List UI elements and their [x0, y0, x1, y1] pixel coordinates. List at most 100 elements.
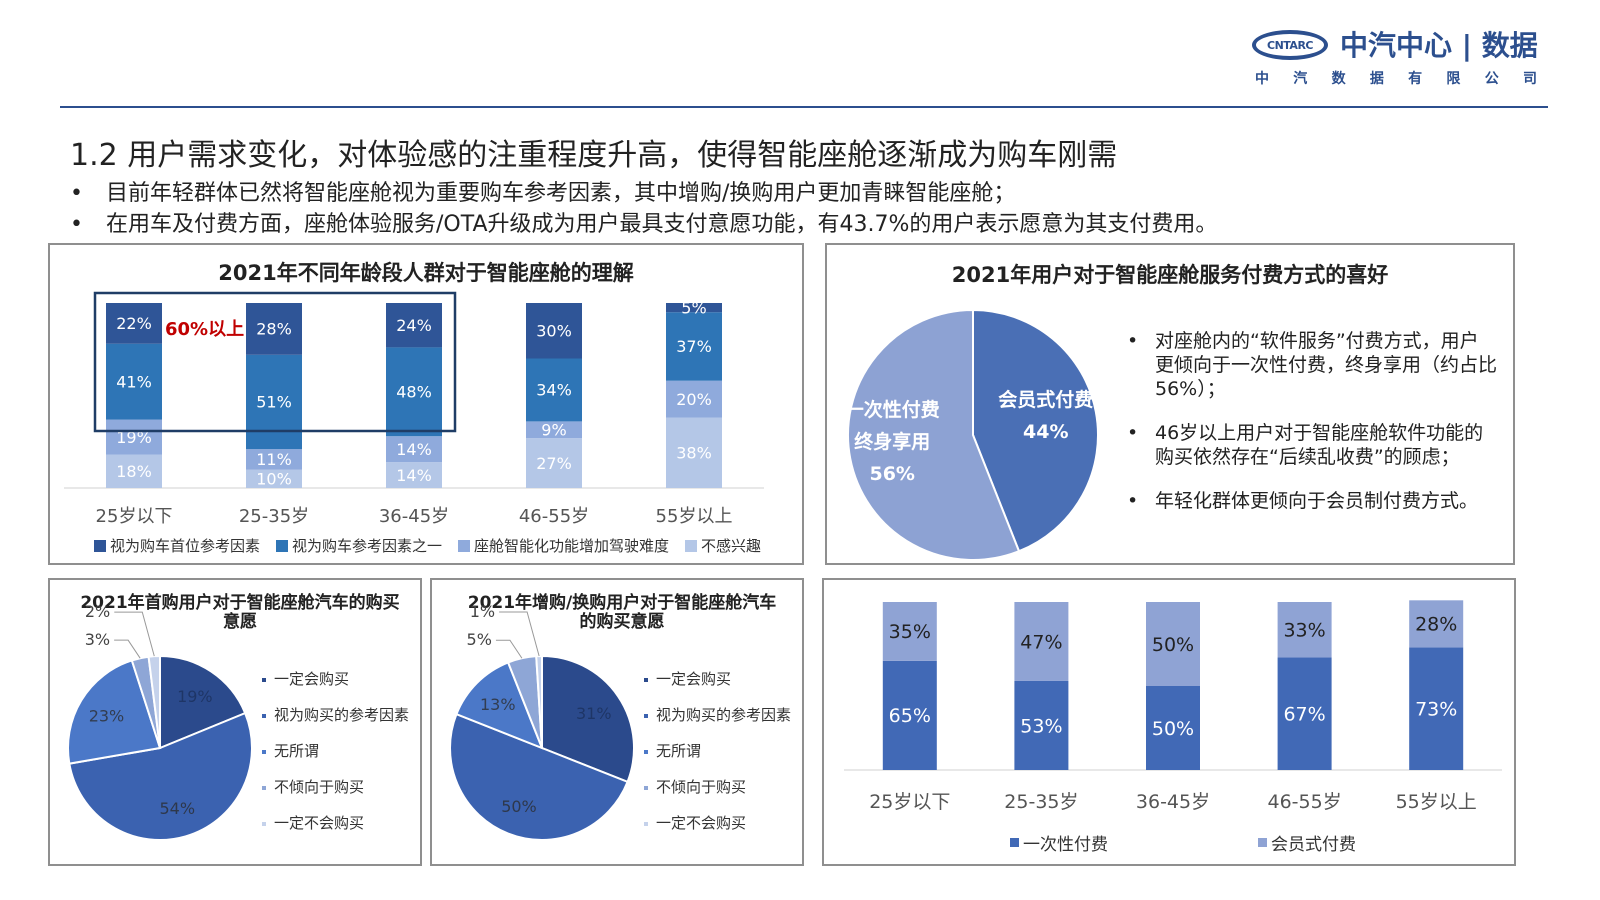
legend-label: 不感兴趣	[701, 537, 762, 555]
header-divider	[60, 106, 1548, 108]
legend-label: 会员式付费	[1271, 835, 1356, 855]
bar-segment	[106, 343, 162, 420]
legend-item: 座舱智能化功能增加驾驶难度	[458, 535, 669, 556]
legend-item: 视为购买的参考因素	[262, 704, 409, 740]
bar-segment	[666, 380, 722, 418]
pie-slice	[147, 654, 161, 749]
legend-swatch	[644, 713, 648, 718]
slice-label: 50%	[501, 797, 537, 816]
note-text: 对座舱内的“软件服务”付费方式，用户更倾向于一次性付费，终身享用（约占比56%）…	[1155, 330, 1498, 400]
chart-legend: 视为购车首位参考因素 视为购车参考因素之一 座舱智能化功能增加驾驶难度 不感兴趣	[94, 535, 761, 556]
pie-slice	[449, 712, 629, 841]
bar-segment	[246, 449, 302, 470]
highlight-annotation: 60%以上	[165, 319, 244, 340]
slice-label: 一次性付费	[845, 398, 940, 421]
slice-label: 会员式付费	[998, 388, 1093, 411]
x-tick-label: 55岁以上	[1396, 791, 1477, 813]
legend-label: 不倾向于购买	[274, 778, 365, 796]
bar-segment	[1014, 680, 1069, 770]
logo-sub-char: 据	[1369, 71, 1384, 87]
bar-segment	[386, 347, 442, 437]
first-buyer-chart: 19% 54% 23% 3% 2%	[67, 602, 253, 841]
data-label: 22%	[116, 314, 152, 333]
bullet-text: 目前年轻群体已然将智能座舱视为重要购车参考因素，其中增购/换购用户更加青睐智能座…	[106, 181, 1016, 206]
bar-segment	[1146, 686, 1200, 770]
legend-item: 一定不会购买	[262, 812, 409, 848]
pie-slice	[67, 659, 162, 765]
logo-sub-char: 公	[1484, 71, 1499, 87]
bar-segment	[386, 436, 442, 463]
legend-swatch	[262, 677, 266, 682]
bar-segment	[1146, 602, 1200, 686]
slice-label: 3%	[85, 630, 110, 649]
data-label: 14%	[396, 440, 432, 459]
logo-sub-char: 有	[1408, 71, 1423, 87]
data-label: 5%	[681, 298, 706, 317]
data-label: 41%	[116, 372, 152, 391]
x-tick-label: 46-55岁	[519, 506, 589, 527]
legend-swatch	[262, 785, 266, 790]
data-label: 38%	[676, 444, 712, 463]
bar-segment	[526, 358, 582, 422]
legend-swatch	[1258, 838, 1267, 847]
bar-segment	[1277, 602, 1332, 658]
data-label: 18%	[116, 462, 152, 481]
payment-preference-panel: 2021年用户对于智能座舱服务付费方式的喜好 会员式付费 44% 一次性付费 终身享用…	[825, 243, 1515, 565]
bar-segment	[526, 421, 582, 439]
legend-swatch	[276, 539, 289, 552]
data-label: 73%	[1415, 699, 1457, 721]
data-label: 35%	[889, 621, 931, 643]
legend-item: 视为购买的参考因素	[644, 704, 791, 740]
legend-item: 一定会购买	[262, 668, 409, 704]
x-tick-label: 36-45岁	[1136, 791, 1210, 813]
repeat-buyer-chart: 31% 50% 13% 5% 1%	[449, 602, 635, 841]
slice-label: 31%	[576, 704, 612, 723]
logo-sub-char: 限	[1446, 71, 1461, 87]
pie-slice	[972, 308, 1099, 553]
leader-line	[114, 611, 155, 657]
bar-segment	[666, 417, 722, 488]
x-tick-label: 25-35岁	[239, 506, 309, 527]
x-tick-label: 25岁以下	[869, 791, 950, 813]
chart-legend: 一定会购买 视为购买的参考因素 无所谓 不倾向于购买 一定不会购买	[262, 668, 409, 848]
data-label: 50%	[1152, 718, 1194, 740]
bar-segment	[246, 354, 302, 450]
page-title: 1.2 用户需求变化，对体验感的注重程度升高，使得智能座舱逐渐成为购车刚需	[70, 138, 1118, 173]
legend-label: 座舱智能化功能增加驾驶难度	[474, 537, 670, 555]
legend-label: 一定会购买	[656, 670, 732, 688]
payment-by-age-chart: 65% 35% 25岁以下 53% 47% 25-35岁 50% 50% 36-45岁 67% 33…	[844, 600, 1502, 813]
bar-segment	[1014, 602, 1069, 681]
slice-label: 23%	[89, 707, 125, 726]
legend-swatch	[644, 749, 648, 754]
bar-segment	[882, 660, 937, 770]
logo-sub-char: 汽	[1293, 71, 1308, 87]
data-label: 65%	[889, 705, 931, 727]
slice-label: 13%	[480, 695, 516, 714]
highlight-box	[93, 291, 457, 433]
pie-slice	[847, 308, 1021, 561]
bar-segment	[1409, 647, 1464, 770]
x-tick-label: 55岁以上	[656, 506, 733, 527]
company-logo-badge: CNTARC	[1252, 30, 1328, 60]
bar-segment	[1277, 657, 1332, 770]
bar-segment	[386, 462, 442, 488]
legend-label: 视为购买的参考因素	[656, 706, 792, 724]
data-label: 34%	[536, 381, 572, 400]
note-item: • 46岁以上用户对于智能座舱软件功能的购买依然存在“后续乱收费”的顾虑；	[1127, 421, 1497, 469]
bar-segment	[1409, 600, 1464, 648]
legend-swatch	[458, 539, 471, 552]
legend-item: 不倾向于购买	[644, 776, 791, 812]
legend-label: 视为购车首位参考因素	[110, 537, 261, 555]
leader-line	[499, 611, 540, 657]
bar-segment	[106, 454, 162, 488]
pie-slice	[68, 711, 253, 841]
bar-segment	[882, 602, 937, 661]
legend-item: 无所谓	[644, 740, 791, 776]
logo-sub-char: 数	[1331, 71, 1346, 87]
legend-item: 视为购车参考因素之一	[276, 535, 442, 556]
chart-title: 2021年不同年龄段人群对于智能座舱的理解	[218, 261, 634, 285]
legend-item: 一定会购买	[644, 668, 791, 704]
legend-swatch	[262, 713, 266, 718]
x-tick-label: 25岁以下	[96, 506, 173, 527]
